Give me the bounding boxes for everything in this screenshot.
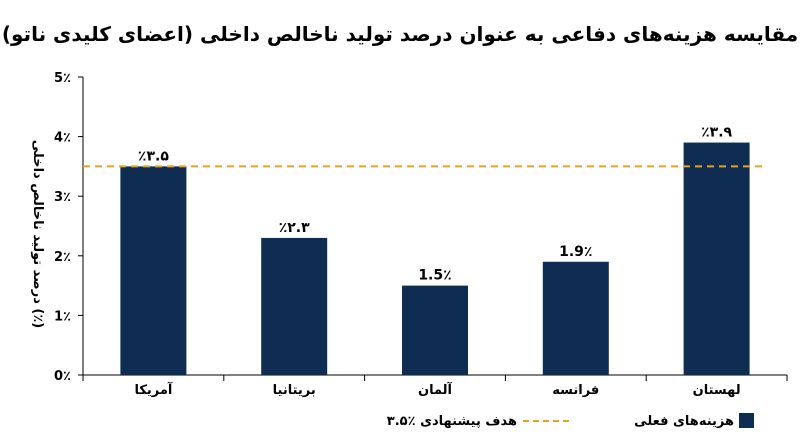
x-tick-label: آمریکا [134, 381, 172, 398]
bar [120, 166, 187, 375]
y-tick-label: 0٪ [54, 369, 71, 384]
data-label: 1.5٪ [418, 268, 451, 284]
x-tick-label: آلمان [418, 381, 453, 398]
y-tick-label: 3٪ [54, 190, 71, 205]
y-tick-label: 2٪ [54, 250, 71, 265]
bar [402, 285, 468, 375]
bar [261, 237, 328, 375]
y-tick-label: 5٪ [54, 71, 71, 86]
legend-line-target [523, 420, 571, 422]
data-label: ٪۳.۵ [138, 148, 169, 164]
legend: هزینه‌های فعلی هدف پیشنهادی ٪۳.۵ [0, 410, 800, 434]
data-label: ٪۳.۹ [701, 125, 732, 141]
data-label: ٪۲.۳ [279, 220, 310, 236]
x-tick-label: فرانسه [552, 383, 599, 398]
data-label: 1.9٪ [559, 244, 592, 260]
y-tick-label: 1٪ [54, 309, 71, 324]
y-axis-label: درصد تولید ناخالص داخلی (٪) [30, 140, 45, 328]
bar [683, 142, 750, 375]
labels: آمریکا ٪۳.۵ بریتانیا ٪۲.۳ آلمان 1.5٪ فرانسه 1.9… [134, 125, 740, 398]
legend-label-actual: هزینه‌های فعلی [634, 414, 734, 429]
y-tick-label: 4٪ [54, 131, 71, 146]
x-tick-label: بریتانیا [273, 383, 316, 398]
x-tick-label: لهستان [693, 383, 741, 398]
legend-label-target: هدف پیشنهادی ٪۳.۵ [386, 414, 517, 429]
bars [120, 142, 750, 375]
chart-title: مقایسه هزینه‌های دفاعی به عنوان درصد تول… [1, 22, 799, 46]
legend-swatch-actual [739, 413, 754, 428]
bar [542, 261, 609, 375]
